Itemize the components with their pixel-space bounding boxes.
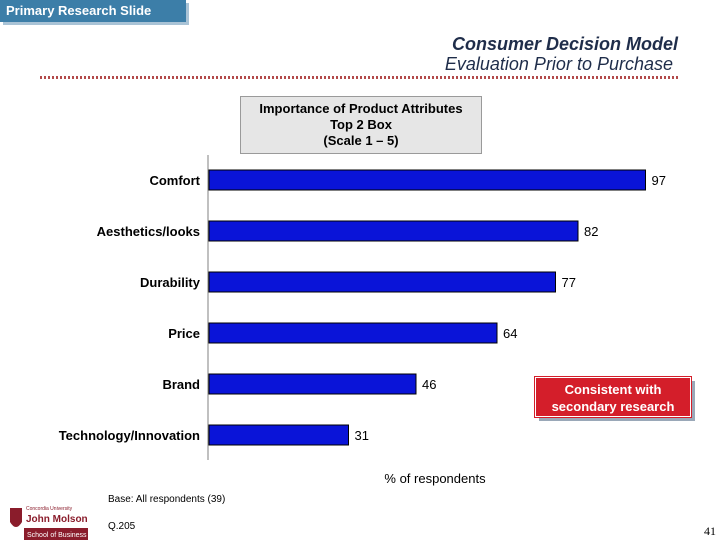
bar-brand [208, 373, 417, 395]
data-label: 64 [503, 326, 517, 341]
logo-line3: School of Business [27, 532, 87, 539]
school-logo: Concordia University John Molson School … [4, 498, 92, 542]
logo-line2: John Molson [26, 514, 88, 525]
question-ref: Q.205 [108, 521, 136, 532]
bar-chart: Comfort 97 Aesthetics/looks 82 Durability 77 P… [59, 155, 666, 460]
category-label: Aesthetics/looks [97, 224, 200, 239]
chart-title-line1: Importance of Product Attributes [259, 101, 463, 116]
data-label: 77 [562, 275, 576, 290]
data-label: 31 [355, 428, 369, 443]
logo-line1: Concordia University [26, 506, 73, 512]
slide-subtitle: Evaluation Prior to Purchase [444, 54, 673, 74]
callout-line2: secondary research [551, 399, 675, 414]
category-label: Technology/Innovation [59, 428, 200, 443]
bar-durability [208, 271, 556, 293]
category-label: Durability [140, 275, 201, 290]
dotted-divider [40, 76, 678, 79]
bar-technology-innovation [208, 424, 349, 446]
bar-price [208, 322, 498, 344]
bar-comfort [208, 169, 646, 191]
page-number: 41 [704, 524, 716, 538]
category-label: Comfort [149, 173, 200, 188]
data-label: 46 [422, 377, 436, 392]
chart-title-line2: Top 2 Box [330, 117, 392, 132]
callout-line1: Consistent with [564, 382, 662, 397]
chart-title-box: Importance of Product Attributes Top 2 B… [240, 96, 482, 154]
slide-title: Consumer Decision Model [451, 34, 678, 54]
data-label: 97 [652, 173, 666, 188]
base-note: Base: All respondents (39) [108, 494, 226, 505]
x-axis-label: % of respondents [384, 471, 486, 486]
callout-box: Consistent with secondary research [535, 377, 691, 417]
category-label: Brand [162, 377, 200, 392]
slide-type-tag: Primary Research Slide [0, 0, 186, 22]
bar-aesthetics-looks [208, 220, 579, 242]
data-label: 82 [584, 224, 598, 239]
chart-title-line3: (Scale 1 – 5) [323, 133, 399, 148]
category-label: Price [168, 326, 200, 341]
